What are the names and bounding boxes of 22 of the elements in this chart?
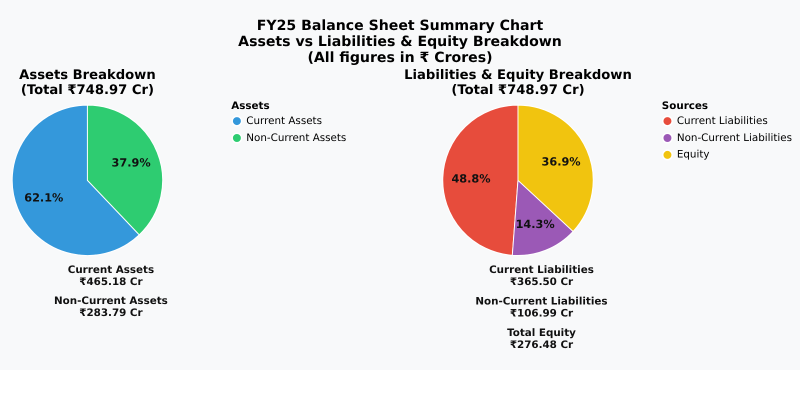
legend-label: Non-Current Assets xyxy=(246,132,346,144)
data-label: 14.3% xyxy=(516,218,555,231)
chart-subtitle: (Total ₹748.97 Cr) xyxy=(20,82,154,98)
chart-subtitle: (Total ₹748.97 Cr) xyxy=(451,82,585,98)
legend-title: Assets xyxy=(231,100,270,112)
legend-label: Current Assets xyxy=(246,114,322,127)
text: Current Liabilities ₹365.50 Cr xyxy=(489,264,594,288)
data-label: 37.9% xyxy=(112,156,151,170)
data-label: 62.1% xyxy=(24,192,64,204)
text: Current Assets ₹465.18 Cr xyxy=(68,264,154,288)
chart-title: Assets Breakdown xyxy=(19,68,156,83)
data-label: 48.8% xyxy=(451,172,491,186)
data-label: 36.9% xyxy=(542,155,581,168)
text: Non-Current Liabilities ₹106.99 Cr xyxy=(475,295,608,320)
legend-label: Current Liabilities xyxy=(676,114,768,127)
chart-title: Liabilities & Equity Breakdown xyxy=(404,68,632,83)
text: Total Equity ₹276.48 Cr xyxy=(507,327,576,352)
legend-label: Non-Current Liabilities xyxy=(676,132,792,144)
legend-label: Equity xyxy=(676,148,710,161)
legend-title: Sources xyxy=(662,100,708,112)
text: FY25 Balance Sheet Summary Chart Assets vs Liabilities & Equity Breakdown (All figures in ₹ Crores) xyxy=(238,18,562,66)
text: Non-Current Assets ₹283.79 Cr xyxy=(54,295,168,320)
